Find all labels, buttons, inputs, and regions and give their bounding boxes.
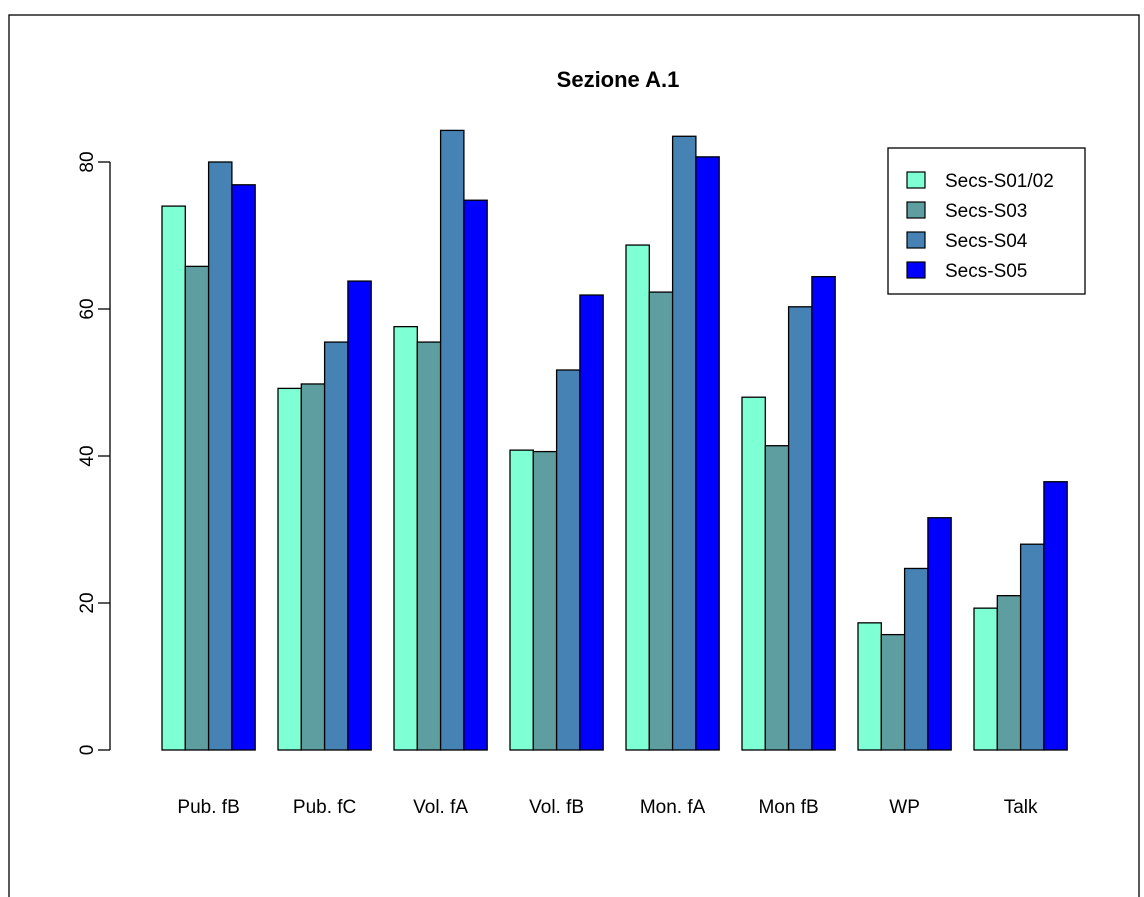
bar [393, 325, 418, 751]
legend-label: Secs-S01/02 [945, 171, 1054, 192]
category-label: Vol. fA [413, 797, 468, 818]
category-labels: Pub. fB Pub. fC Vol. fA Vol. fB Mon. fA Mon f… [177, 797, 1038, 818]
bar [347, 280, 372, 751]
bar [741, 396, 766, 751]
bar [509, 449, 534, 751]
bar [973, 607, 998, 751]
bar [323, 341, 349, 751]
bar [1019, 543, 1045, 751]
legend-swatch [906, 171, 926, 189]
bar [671, 135, 697, 751]
bar [927, 517, 952, 751]
chart-title: Sezione A.1 [557, 67, 680, 92]
bar [231, 184, 256, 751]
category-label: Pub. fC [293, 797, 356, 818]
legend-swatch [906, 231, 926, 249]
bars-group [161, 129, 1068, 751]
bar [439, 129, 465, 751]
category-label: Mon. fA [640, 797, 706, 818]
bar [532, 450, 558, 751]
bar [880, 633, 906, 751]
bar [787, 306, 813, 751]
bar [996, 595, 1022, 751]
bar [764, 445, 790, 751]
bar [277, 387, 302, 751]
legend-label: Secs-S03 [945, 201, 1027, 222]
y-tick-label: 60 [77, 298, 98, 319]
legend-swatch [906, 201, 926, 219]
bar [555, 369, 581, 751]
y-tick-label: 80 [77, 151, 98, 172]
figure-border [8, 14, 1140, 897]
bar [625, 244, 650, 751]
bar [648, 291, 674, 751]
bar [579, 294, 604, 751]
category-label: Mon fB [758, 797, 818, 818]
category-label: Pub. fB [177, 797, 239, 818]
bar [161, 205, 186, 751]
category-label: WP [889, 797, 920, 818]
bar [300, 383, 326, 751]
category-label: Talk [1004, 797, 1038, 818]
legend: Secs-S01/02 Secs-S03 Secs-S04 Secs-S05 [887, 147, 1086, 295]
y-tick-label: 20 [77, 592, 98, 613]
legend-swatch [906, 261, 926, 279]
bar [695, 156, 720, 751]
legend-label: Secs-S04 [945, 231, 1028, 252]
bar [416, 341, 442, 751]
legend-label: Secs-S05 [945, 261, 1027, 282]
bar [903, 567, 929, 751]
bar [857, 622, 882, 751]
category-label: Vol. fB [529, 797, 584, 818]
y-axis: 0 20 40 60 80 [77, 151, 111, 756]
bar [463, 199, 488, 751]
y-tick-label: 40 [77, 445, 98, 466]
bar [207, 161, 233, 751]
bar [1043, 481, 1068, 751]
bar [811, 276, 836, 751]
y-tick-label: 0 [77, 745, 98, 756]
bar [184, 265, 210, 751]
